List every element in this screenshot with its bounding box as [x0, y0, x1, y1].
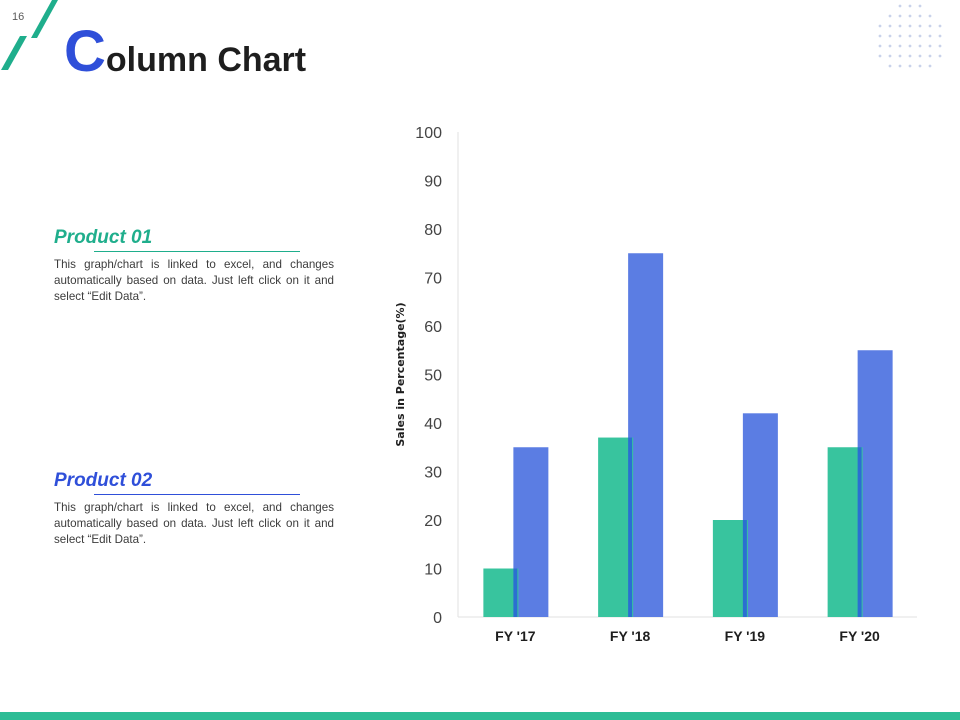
bar-series-1-edge — [628, 437, 633, 617]
decor-dot — [928, 64, 932, 68]
y-tick-label: 40 — [424, 416, 442, 433]
decor-dot — [928, 54, 932, 58]
decor-dot — [908, 4, 912, 8]
y-tick-label: 50 — [424, 368, 442, 385]
decor-dot — [898, 64, 902, 68]
decor-dot — [908, 34, 912, 38]
decor-dot — [898, 34, 902, 38]
decor-dot — [898, 14, 902, 18]
product-01-rule — [94, 251, 300, 252]
product-01-block: Product 01 This graph/chart is linked to… — [54, 227, 334, 305]
decor-dot — [888, 54, 892, 58]
decor-dot — [888, 34, 892, 38]
bar-series-2 — [628, 253, 664, 617]
product-01-heading: Product 01 — [54, 227, 153, 248]
dot-pattern-decoration — [878, 4, 942, 68]
bar-series-1 — [598, 437, 634, 617]
decor-dot — [878, 24, 882, 28]
product-02-block: Product 02 This graph/chart is linked to… — [54, 470, 334, 548]
bar-series-1-edge — [742, 520, 747, 617]
page-number: 16 — [12, 11, 25, 23]
decor-dot — [908, 64, 912, 68]
bar-series-2 — [857, 350, 893, 617]
page-title: Column Chart — [64, 18, 306, 85]
product-02-description: This graph/chart is linked to excel, and… — [54, 501, 334, 546]
decor-dot — [898, 24, 902, 28]
decor-dot — [898, 44, 902, 48]
decor-dot — [908, 14, 912, 18]
decor-dot — [888, 44, 892, 48]
y-tick-label: 90 — [424, 174, 442, 191]
decor-dot — [938, 24, 942, 28]
y-tick-label: 10 — [424, 562, 442, 579]
decor-dot — [928, 44, 932, 48]
decor-dot — [928, 34, 932, 38]
footer-bar — [0, 712, 960, 720]
title-initial: C — [64, 19, 106, 84]
slash-decoration — [1, 0, 58, 70]
bar-series-1 — [712, 520, 748, 617]
decor-dot — [938, 54, 942, 58]
x-tick-label: FY '17 — [495, 628, 536, 644]
decor-dot — [918, 44, 922, 48]
decor-dot — [908, 54, 912, 58]
decor-dot — [918, 24, 922, 28]
decor-dot — [888, 64, 892, 68]
decor-dot — [888, 14, 892, 18]
decor-dot — [878, 44, 882, 48]
decor-dot — [928, 24, 932, 28]
decor-dot — [918, 4, 922, 8]
product-01-description: This graph/chart is linked to excel, and… — [54, 258, 334, 303]
decor-dot — [888, 24, 892, 28]
bar-series-1-edge — [513, 568, 518, 617]
bar-series-1-edge — [857, 447, 862, 617]
x-tick-label: FY '19 — [725, 628, 766, 644]
y-tick-label: 60 — [424, 319, 442, 336]
y-tick-label: 0 — [433, 610, 442, 627]
decor-dot — [878, 34, 882, 38]
bar-series-1 — [483, 568, 519, 617]
y-tick-label: 70 — [424, 271, 442, 288]
decor-dot — [928, 14, 932, 18]
y-tick-label: 30 — [424, 465, 442, 482]
y-tick-label: 100 — [415, 125, 442, 142]
decor-dot — [898, 4, 902, 8]
decor-dot — [918, 34, 922, 38]
bar-series-2 — [742, 413, 778, 617]
y-axis-label: Sales in Percentage(%) — [394, 302, 407, 446]
decor-dot — [878, 54, 882, 58]
bar-series-2 — [513, 447, 549, 617]
product-02-rule — [94, 494, 300, 495]
product-02-heading: Product 02 — [54, 470, 153, 491]
decor-dot — [908, 24, 912, 28]
decor-dot — [908, 44, 912, 48]
bar-series-1 — [827, 447, 863, 617]
y-tick-label: 80 — [424, 222, 442, 239]
decor-dot — [938, 34, 942, 38]
x-tick-label: FY '18 — [610, 628, 651, 644]
decor-dot — [918, 54, 922, 58]
decor-dot — [918, 14, 922, 18]
y-tick-label: 20 — [424, 513, 442, 530]
decor-dot — [898, 54, 902, 58]
decor-dot — [938, 44, 942, 48]
decor-dot — [918, 64, 922, 68]
title-text: olumn Chart — [105, 41, 307, 79]
x-tick-label: FY '20 — [839, 628, 880, 644]
column-chart: 0 10 20 30 40 50 60 70 80 90 100 Sales in Percentag… — [394, 125, 917, 644]
